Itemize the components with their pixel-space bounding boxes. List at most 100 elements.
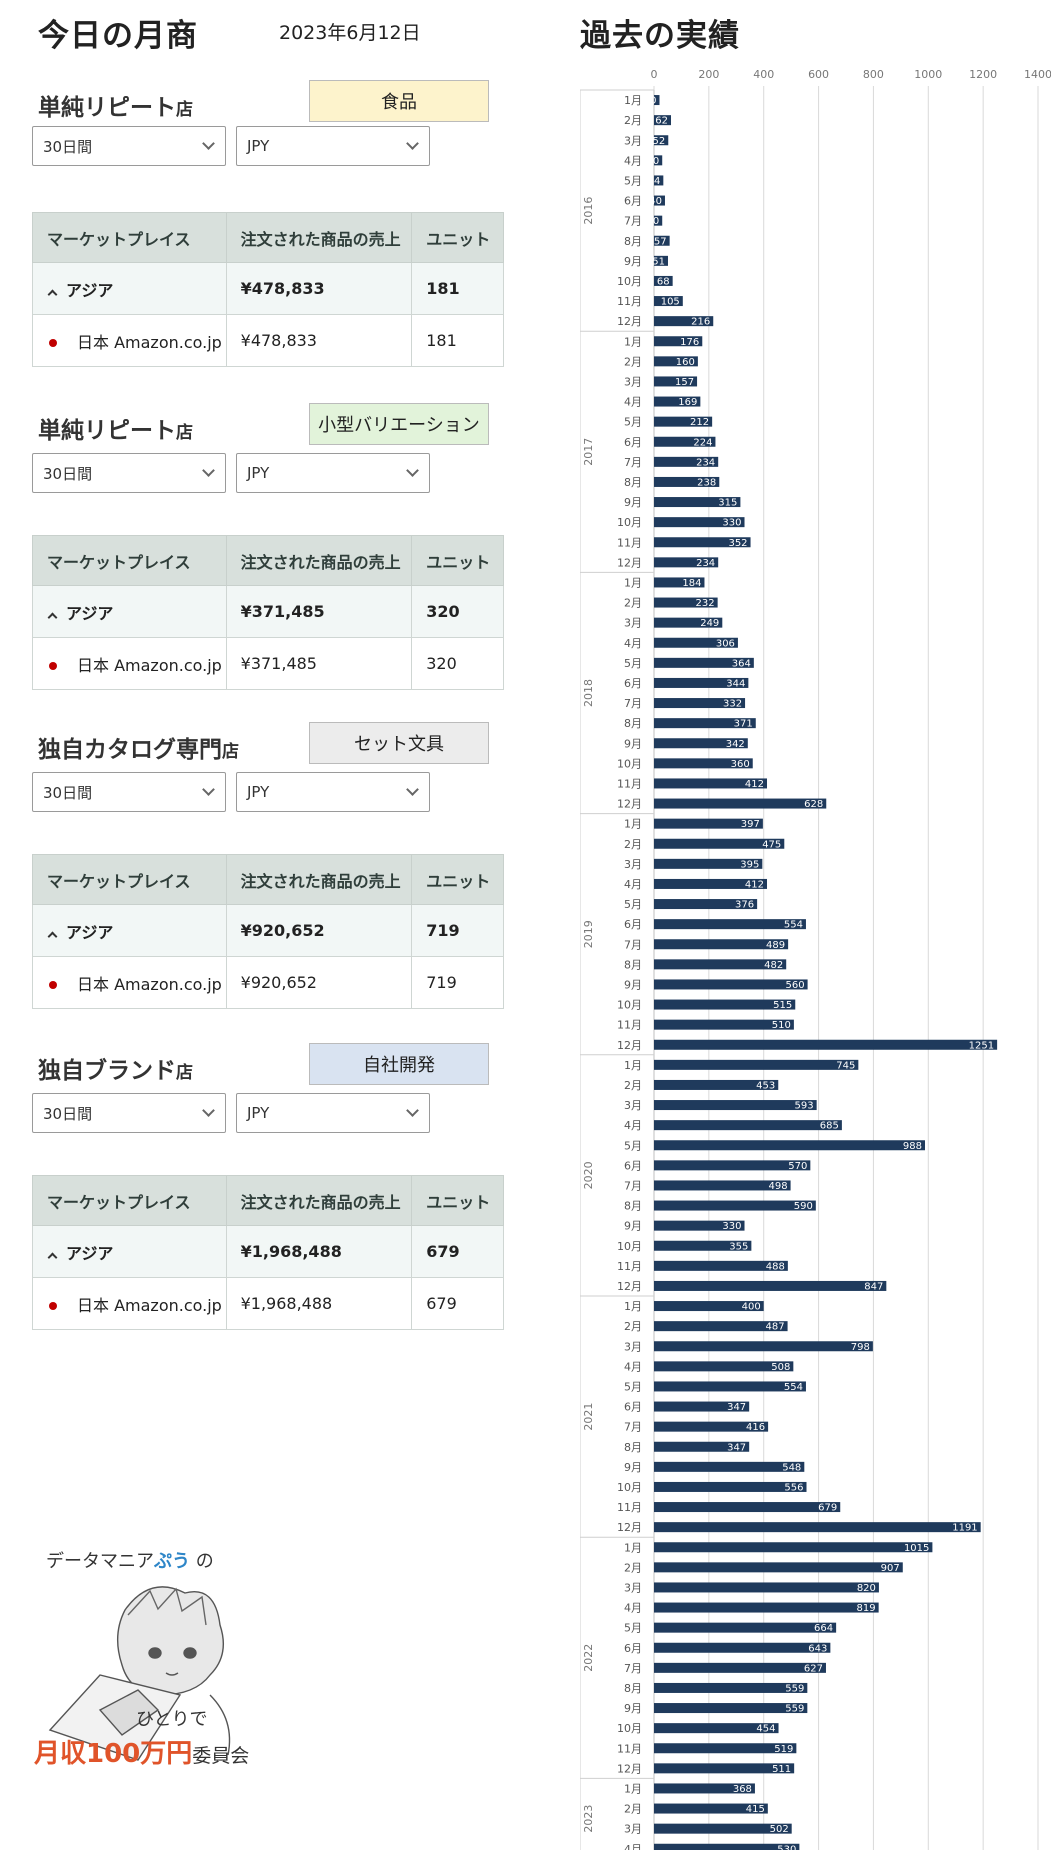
bar-value-label: 907 (881, 1563, 900, 1574)
chevron-up-icon[interactable] (47, 931, 58, 941)
month-label: 4月 (624, 396, 642, 409)
region-row[interactable]: アジア ¥1,968,488 679 (32, 1225, 504, 1278)
month-label: 5月 (624, 1622, 642, 1635)
month-label: 9月 (624, 1461, 642, 1474)
bar-value-label: 30 (646, 156, 659, 167)
currency-select[interactable]: JPY (236, 772, 430, 812)
region-row[interactable]: アジア ¥478,833 181 (32, 262, 504, 315)
year-label: 2017 (582, 438, 595, 466)
column-header-units: ユニット (411, 854, 504, 905)
bar (654, 818, 763, 829)
bar (654, 577, 705, 588)
store-name: 独自ブランド店 (38, 1058, 193, 1084)
period-select[interactable]: 30日間 (32, 126, 226, 166)
store-panel-4: 独自ブランド店 自社開発 30日間 JPY マーケットプレイス 注文された商品の… (32, 1043, 504, 1330)
bar (654, 959, 787, 970)
month-label: 9月 (624, 1220, 642, 1233)
marketplace-units: 320 (411, 637, 504, 690)
period-select[interactable]: 30日間 (32, 453, 226, 493)
currency-select[interactable]: JPY (236, 1093, 430, 1133)
page-title: 今日の月商 (38, 18, 198, 54)
bar (654, 1200, 816, 1211)
x-tick-label: 800 (863, 68, 884, 81)
chevron-down-icon (406, 464, 419, 477)
bar (654, 1461, 805, 1472)
bar-value-label: 679 (818, 1503, 837, 1514)
region-name: アジア (66, 922, 114, 942)
month-label: 3月 (624, 1581, 642, 1594)
bar-value-label: 508 (771, 1362, 790, 1373)
bar-value-label: 360 (731, 759, 750, 770)
chevron-up-icon[interactable] (47, 289, 58, 299)
bar-value-label: 40 (649, 196, 662, 207)
period-select[interactable]: 30日間 (32, 1093, 226, 1133)
bar (654, 1542, 933, 1553)
period-select[interactable]: 30日間 (32, 772, 226, 812)
chevron-down-icon (202, 464, 215, 477)
marketplace-row: 日本 Amazon.co.jp ¥1,968,488 679 (32, 1277, 504, 1330)
bar-value-label: 224 (693, 437, 712, 448)
bar (654, 1160, 811, 1171)
currency-select[interactable]: JPY (236, 453, 430, 493)
bar-value-label: 184 (682, 578, 701, 589)
x-tick-label: 1400 (1024, 68, 1051, 81)
bar-value-label: 1251 (969, 1040, 994, 1051)
chevron-down-icon (202, 783, 215, 796)
bar (654, 376, 698, 387)
month-label: 10月 (617, 1481, 642, 1494)
bar (654, 1381, 806, 1392)
month-label: 3月 (624, 617, 642, 630)
bar-value-label: 157 (675, 377, 694, 388)
month-label: 11月 (617, 777, 642, 790)
month-label: 12月 (617, 1521, 642, 1534)
bar (654, 1280, 887, 1291)
bar (654, 1321, 788, 1332)
column-header-marketplace: マーケットプレイス (32, 854, 227, 905)
month-label: 1月 (624, 1782, 642, 1795)
month-label: 4月 (624, 1843, 642, 1850)
store-panel-3: 独自カタログ専門店 セット文具 30日間 JPY マーケットプレイス 注文された… (32, 722, 504, 1009)
region-row[interactable]: アジア ¥371,485 320 (32, 585, 504, 638)
bar (654, 637, 738, 648)
bar (654, 1180, 791, 1191)
bar (654, 215, 663, 226)
month-label: 8月 (624, 476, 642, 489)
bar-value-label: 510 (772, 1020, 791, 1031)
bar-value-label: 169 (678, 397, 697, 408)
bar-value-label: 454 (756, 1724, 775, 1735)
month-label: 11月 (617, 1260, 642, 1273)
marketplace-status-dot (49, 1301, 57, 1310)
month-label: 3月 (624, 1099, 642, 1112)
chevron-up-icon[interactable] (47, 612, 58, 622)
year-label: 2019 (582, 920, 595, 948)
bar-value-label: 627 (804, 1663, 823, 1674)
chevron-up-icon[interactable] (47, 1252, 58, 1262)
bar (654, 497, 741, 508)
currency-select[interactable]: JPY (236, 126, 430, 166)
bar-value-label: 819 (857, 1603, 876, 1614)
marketplace-name: 日本 Amazon.co.jp (77, 1295, 222, 1315)
bar (654, 476, 720, 487)
month-label: 5月 (624, 1380, 642, 1393)
bar-value-label: 355 (729, 1241, 748, 1252)
region-units: 719 (411, 904, 504, 957)
bar (654, 1843, 800, 1850)
logo-caption: データマニアぷう の (46, 1551, 214, 1572)
month-label: 6月 (624, 1159, 642, 1172)
column-header-units: ユニット (411, 212, 504, 263)
bar-value-label: 556 (784, 1482, 803, 1493)
bar (654, 1441, 750, 1452)
x-tick-label: 1000 (914, 68, 942, 81)
month-label: 10月 (617, 275, 642, 288)
month-label: 7月 (624, 215, 642, 228)
bar (654, 1401, 750, 1412)
bar (654, 275, 673, 286)
month-label: 6月 (624, 195, 642, 208)
month-label: 2月 (624, 597, 642, 610)
month-label: 6月 (624, 918, 642, 931)
region-sales: ¥478,833 (225, 262, 413, 315)
region-row[interactable]: アジア ¥920,652 719 (32, 904, 504, 957)
x-tick-label: 600 (808, 68, 829, 81)
month-label: 8月 (624, 235, 642, 248)
month-label: 5月 (624, 1139, 642, 1152)
